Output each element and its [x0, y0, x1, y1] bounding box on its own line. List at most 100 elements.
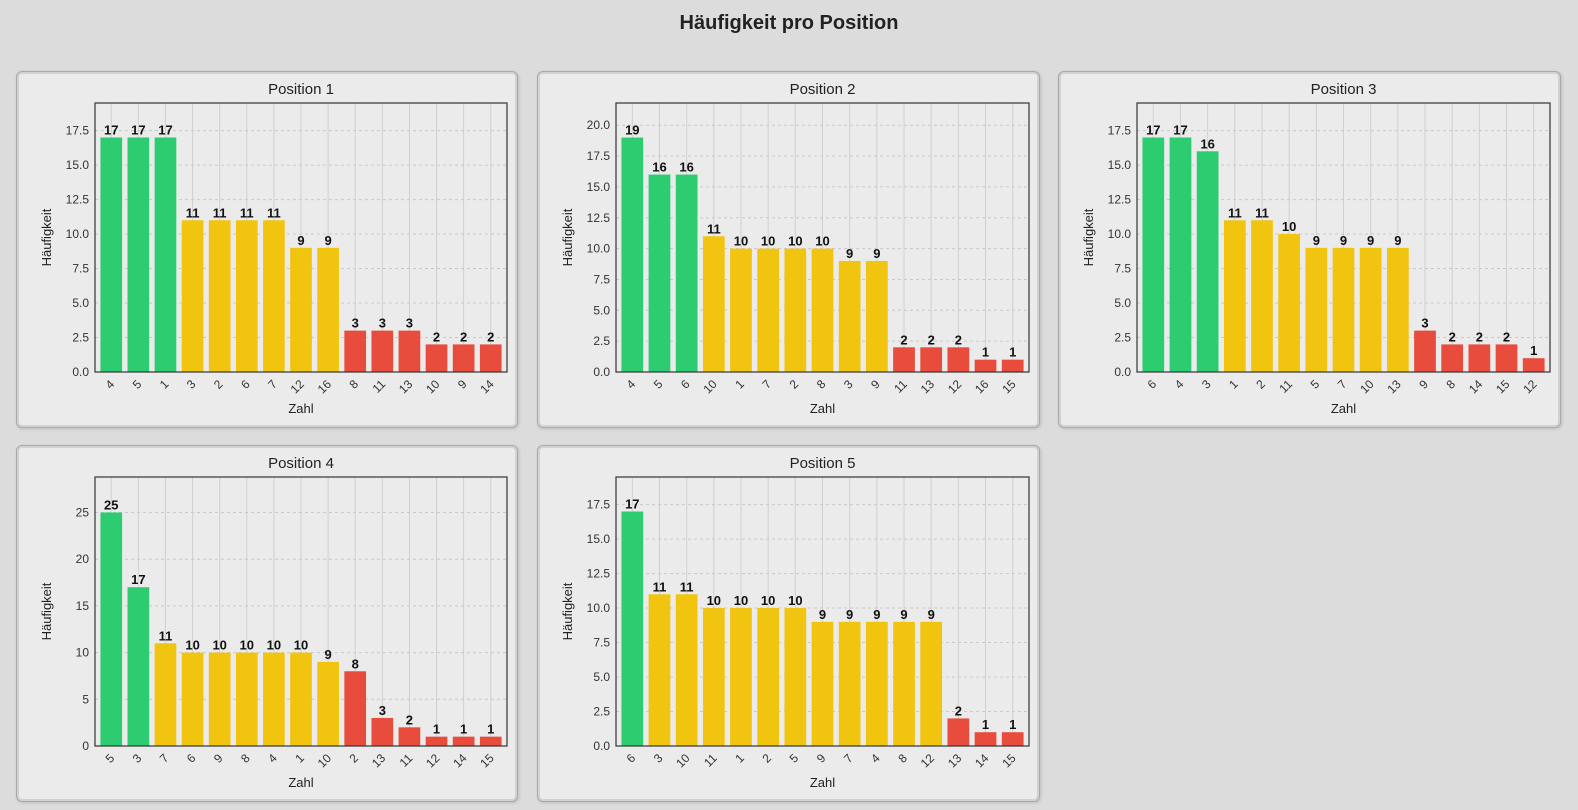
- bar-value-label: 10: [734, 593, 748, 608]
- x-tick-label: 1: [732, 751, 747, 766]
- x-tick-label: 6: [238, 377, 253, 392]
- bar: [865, 260, 888, 372]
- bar: [1169, 137, 1192, 372]
- bar: [398, 330, 421, 372]
- bar-value-label: 2: [406, 712, 413, 727]
- bar: [344, 671, 367, 746]
- plot-frame: [94, 476, 508, 747]
- y-tick-label: 0.0: [593, 365, 610, 379]
- y-tick-label: 5.0: [593, 670, 610, 684]
- page-title: Häufigkeit pro Position: [679, 12, 899, 34]
- bar: [154, 137, 177, 372]
- x-tick-label: 9: [814, 751, 829, 766]
- x-tick-label: 10: [315, 751, 335, 771]
- bar-value-label: 3: [406, 316, 413, 331]
- bar-value-label: 1: [1530, 343, 1537, 358]
- x-tick-label: 6: [624, 751, 639, 766]
- chart-panel-position-1: 0.0 2.5 5.0 7.5 10.0 12.5 15.0 17.5 17 4 17 5 17 1 11 3…: [16, 71, 518, 428]
- bar-value-label: 11: [159, 628, 173, 643]
- bar-value-label: 19: [625, 123, 639, 138]
- bar: [1414, 330, 1436, 372]
- bar: [648, 594, 671, 746]
- x-tick-label: 1: [292, 751, 307, 766]
- bar-chart-svg: 0.02.55.07.510.012.515.017.5 174175171113…: [39, 81, 508, 416]
- y-tick-label: 17.5: [587, 498, 611, 512]
- chart-panel-position-4: 0 5 10 15 20 25 25 5 17 3 11 7 10 6 10 9 10 8 10 4 10 1 9 10 8 2 3…: [16, 445, 518, 802]
- bar-value-label: 1: [1009, 345, 1016, 360]
- y-tick-label: 15.0: [66, 158, 90, 172]
- bar: [1305, 247, 1328, 372]
- bar: [452, 736, 475, 746]
- bar-value-label: 2: [487, 329, 494, 344]
- subplot-title: Position 3: [1311, 81, 1377, 98]
- x-axis-label: Zahl: [810, 775, 835, 790]
- x-tick-label: 12: [945, 377, 965, 397]
- bar: [838, 260, 861, 372]
- bar-value-label: 10: [734, 234, 748, 249]
- bar-value-label: 1: [982, 717, 989, 732]
- bar: [784, 248, 807, 372]
- bar: [974, 359, 997, 372]
- bar: [648, 174, 671, 372]
- bar-value-label: 10: [185, 638, 199, 653]
- bar-value-label: 3: [1421, 316, 1428, 331]
- bar-value-label: 9: [324, 233, 331, 248]
- x-axis-label: Zahl: [288, 401, 313, 416]
- x-tick-label: 11: [397, 751, 416, 770]
- x-tick-label: 15: [999, 751, 1019, 771]
- y-tick-label: 15.0: [587, 180, 611, 194]
- x-tick-label: 3: [184, 377, 199, 392]
- bar-value-label: 2: [460, 329, 467, 344]
- y-tick-label: 17.5: [587, 149, 611, 163]
- x-tick-label: 12: [1520, 377, 1540, 397]
- bar-chart-svg: 0.02.55.07.510.012.515.017.5 176113111010…: [560, 455, 1030, 790]
- bar: [621, 511, 644, 746]
- bar: [1522, 358, 1545, 372]
- bar: [757, 608, 780, 746]
- bar-value-label: 9: [928, 607, 935, 622]
- y-tick-label: 10.0: [587, 601, 611, 615]
- y-tick-label: 17.5: [66, 124, 90, 138]
- y-axis-label: Häufigkeit: [1081, 208, 1096, 266]
- y-tick-label: 10.0: [587, 242, 611, 256]
- x-axis-label: Zahl: [810, 401, 835, 416]
- x-axis-label: Zahl: [1331, 401, 1356, 416]
- bar: [702, 608, 725, 746]
- bar: [452, 344, 475, 372]
- bar-value-label: 25: [104, 497, 118, 512]
- bar: [398, 727, 421, 746]
- x-tick-label: 8: [347, 377, 362, 392]
- bar-value-label: 9: [819, 607, 826, 622]
- x-tick-label: 13: [945, 751, 965, 771]
- bar: [811, 248, 834, 372]
- bar-value-label: 2: [1503, 329, 1510, 344]
- bar: [425, 344, 448, 372]
- x-tick-label: 14: [450, 751, 470, 771]
- bar: [702, 236, 725, 372]
- x-tick-label: 7: [265, 377, 280, 392]
- bar: [208, 220, 231, 372]
- plot-frame: [1136, 102, 1551, 373]
- bar: [865, 621, 888, 746]
- bar: [947, 347, 970, 372]
- bar: [1001, 732, 1024, 746]
- x-tick-label: 7: [759, 377, 774, 392]
- y-tick-label: 15.0: [587, 532, 611, 546]
- bar-value-label: 2: [433, 329, 440, 344]
- x-tick-label: 7: [841, 751, 856, 766]
- y-tick-label: 2.5: [1114, 331, 1131, 345]
- bar-value-label: 3: [379, 316, 386, 331]
- bar-value-label: 1: [460, 722, 467, 737]
- bar-value-label: 17: [158, 122, 172, 137]
- bar-value-label: 10: [707, 593, 721, 608]
- x-tick-label: 3: [1199, 377, 1214, 392]
- x-tick-label: 14: [972, 751, 992, 771]
- x-tick-label: 8: [895, 751, 910, 766]
- y-tick-label: 5.0: [1114, 296, 1131, 310]
- x-tick-label: 16: [972, 377, 992, 397]
- y-tick-label: 2.5: [593, 705, 610, 719]
- bar-value-label: 10: [761, 234, 775, 249]
- bar-value-label: 11: [186, 205, 200, 220]
- x-tick-label: 8: [238, 751, 253, 766]
- bar: [1001, 359, 1024, 372]
